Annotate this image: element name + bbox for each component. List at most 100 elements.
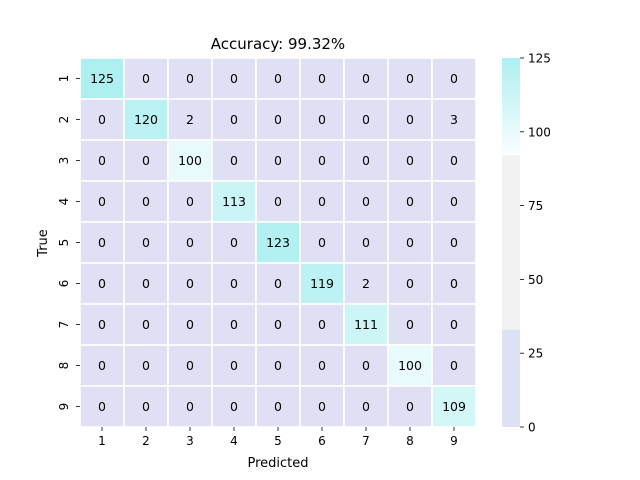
heatmap-cell [299,385,345,428]
chart-title: Accuracy: 99.32% [211,35,345,53]
cell-value-label: 0 [362,153,370,168]
colorbar-tick-label: 0 [528,421,536,435]
heatmap-cell [79,385,125,428]
cell-value-label: 0 [186,358,194,373]
cell-value-label: 0 [318,235,326,250]
cell-value-label: 0 [98,194,106,209]
heatmap-cell [167,385,213,428]
cell-value-label: 113 [222,194,246,209]
cell-value-label: 0 [406,194,414,209]
heatmap-cell [167,262,213,305]
cell-value-label: 0 [318,358,326,373]
heatmap-cell [255,139,301,182]
cell-value-label: 0 [230,358,238,373]
cell-value-label: 0 [186,194,194,209]
cell-value-label: 0 [406,317,414,332]
cell-value-label: 0 [142,276,150,291]
heatmap-cell [211,262,257,305]
cell-value-label: 100 [178,153,202,168]
cell-value-label: 0 [230,71,238,86]
colorbar-tick-label: 75 [528,199,543,213]
heatmap-cell [255,98,301,141]
heatmap-cell [299,221,345,264]
heatmap-cell [431,385,477,428]
x-tick-label: 9 [450,434,458,448]
x-tick-label: 7 [362,434,370,448]
x-tick-label: 8 [406,434,414,448]
colorbar-band [502,58,520,156]
heatmap-cell [167,344,213,387]
cell-value-label: 0 [98,276,106,291]
cell-value-label: 0 [142,317,150,332]
heatmap-cell [431,221,477,264]
heatmap-cell [79,139,125,182]
heatmap-cell [255,262,301,305]
cell-value-label: 0 [318,317,326,332]
cell-value-label: 119 [310,276,334,291]
heatmap-cell [299,344,345,387]
x-axis: 1 2 3 4 5 6 7 8 9 [98,427,458,448]
cell-value-label: 0 [230,235,238,250]
cell-value-label: 0 [142,194,150,209]
y-tick-label: 7 [57,321,71,329]
heatmap-cell [79,262,125,305]
y-tick-label: 5 [57,239,71,247]
heatmap-cell [211,180,257,223]
cell-value-label: 0 [142,71,150,86]
heatmap-cell [123,139,169,182]
colorbar: 0 25 50 75 100 125 [502,52,551,435]
cell-value-label: 0 [142,153,150,168]
y-tick-label: 8 [57,362,71,370]
heatmap-cell [387,262,433,305]
cell-value-label: 0 [406,153,414,168]
cell-value-label: 0 [318,194,326,209]
cell-value-label: 0 [318,153,326,168]
cell-value-label: 0 [362,194,370,209]
x-tick-label: 3 [186,434,194,448]
cell-value-label: 0 [142,399,150,414]
heatmap-cells: 125 0 0 0 0 0 0 0 0 0 120 2 0 0 0 0 0 3 0 0 100 0 0 0 0 0 0 0 0 0 113 0… [79,57,477,428]
cell-value-label: 0 [274,317,282,332]
cell-value-label: 0 [406,399,414,414]
heatmap-cell [123,180,169,223]
cell-value-label: 0 [142,235,150,250]
cell-value-label: 0 [98,358,106,373]
cell-value-label: 0 [98,235,106,250]
x-tick-label: 6 [318,434,326,448]
cell-value-label: 0 [274,399,282,414]
cell-value-label: 0 [450,235,458,250]
cell-value-label: 0 [406,235,414,250]
heatmap-cell [299,57,345,100]
cell-value-label: 0 [186,317,194,332]
cell-value-label: 0 [186,235,194,250]
colorbar-tick-label: 125 [528,52,551,66]
heatmap-cell [211,139,257,182]
heatmap-cell [343,385,389,428]
x-tick-label: 1 [98,434,106,448]
heatmap-cell [431,180,477,223]
heatmap-cell [79,344,125,387]
cell-value-label: 0 [450,194,458,209]
x-tick-label: 4 [230,434,238,448]
cell-value-label: 0 [362,399,370,414]
cell-value-label: 2 [362,276,370,291]
cell-value-label: 0 [450,153,458,168]
cell-value-label: 0 [450,317,458,332]
cell-value-label: 0 [362,71,370,86]
y-tick-label: 3 [57,157,71,165]
cell-value-label: 0 [274,194,282,209]
cell-value-label: 0 [98,317,106,332]
cell-value-label: 0 [230,317,238,332]
cell-value-label: 0 [362,235,370,250]
heatmap-cell [123,385,169,428]
cell-value-label: 0 [318,399,326,414]
heatmap-cell [79,221,125,264]
cell-value-label: 0 [186,71,194,86]
cell-value-label: 0 [318,112,326,127]
cell-value-label: 0 [274,112,282,127]
heatmap-cell [255,303,301,346]
cell-value-label: 0 [230,153,238,168]
heatmap-cell [211,344,257,387]
cell-value-label: 0 [230,112,238,127]
